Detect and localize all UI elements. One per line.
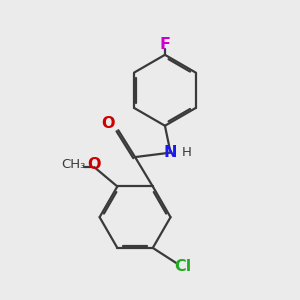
Text: O: O bbox=[101, 116, 115, 131]
Text: O: O bbox=[87, 157, 101, 172]
Text: H: H bbox=[181, 146, 191, 159]
Text: Cl: Cl bbox=[174, 259, 191, 274]
Text: N: N bbox=[164, 145, 177, 160]
Text: CH₃: CH₃ bbox=[61, 158, 86, 171]
Text: F: F bbox=[159, 37, 170, 52]
